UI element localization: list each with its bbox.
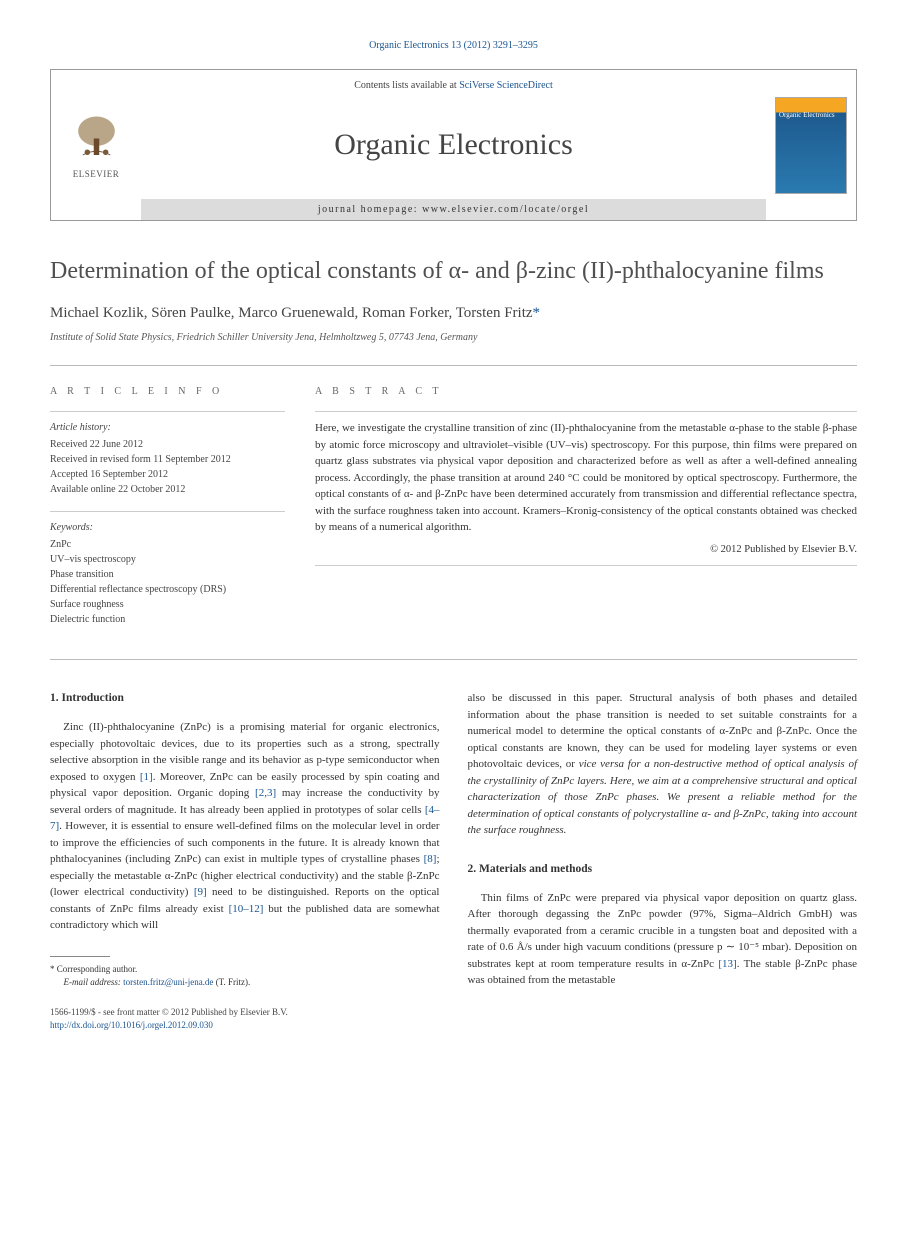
keywords-label: Keywords: [50, 520, 285, 535]
footnote-divider [50, 956, 110, 957]
contents-available: Contents lists available at SciVerse Sci… [354, 80, 553, 91]
journal-header: ELSEVIER Contents lists available at Sci… [50, 69, 857, 221]
history-online: Available online 22 October 2012 [50, 482, 285, 497]
journal-title: Organic Electronics [334, 128, 573, 162]
intro-continuation: also be discussed in this paper. Structu… [468, 690, 858, 839]
methods-paragraph: Thin films of ZnPc were prepared via phy… [468, 890, 858, 989]
article-title: Determination of the optical constants o… [50, 256, 857, 287]
homepage-bar: journal homepage: www.elsevier.com/locat… [141, 199, 766, 220]
footnote-area: * Corresponding author. E-mail address: … [50, 956, 440, 990]
contents-prefix: Contents lists available at [354, 80, 459, 91]
info-divider-1 [50, 411, 285, 412]
history-label: Article history: [50, 420, 285, 435]
homepage-label: journal homepage: [318, 204, 422, 215]
elsevier-tree-icon [69, 111, 124, 166]
ref-9[interactable]: [9] [194, 886, 207, 898]
journal-cover: Organic Electronics [766, 70, 856, 220]
keyword-2: UV–vis spectroscopy [50, 552, 285, 567]
body-column-left: 1. Introduction Zinc (II)-phthalocyanine… [50, 690, 440, 1031]
info-heading: A R T I C L E I N F O [50, 384, 285, 399]
abstract-column: A B S T R A C T Here, we investigate the… [315, 384, 857, 641]
citation: Organic Electronics 13 (2012) 3291–3295 [50, 40, 857, 51]
body-text: 1. Introduction Zinc (II)-phthalocyanine… [50, 690, 857, 1031]
history-received: Received 22 June 2012 [50, 437, 285, 452]
publisher-name: ELSEVIER [73, 169, 120, 179]
homepage-url[interactable]: www.elsevier.com/locate/orgel [422, 204, 589, 215]
abstract-heading: A B S T R A C T [315, 384, 857, 399]
sciencedirect-link[interactable]: SciVerse ScienceDirect [459, 80, 553, 91]
copyright: © 2012 Published by Elsevier B.V. [315, 542, 857, 558]
ref-13[interactable]: [13] [718, 958, 736, 970]
history-accepted: Accepted 16 September 2012 [50, 467, 285, 482]
authors: Michael Kozlik, Sören Paulke, Marco Grue… [50, 305, 857, 322]
ref-2-3[interactable]: [2,3] [255, 787, 276, 799]
section-introduction: 1. Introduction [50, 690, 440, 707]
keyword-6: Dielectric function [50, 612, 285, 627]
ref-10-12[interactable]: [10–12] [229, 903, 264, 915]
ref-1[interactable]: [1] [140, 771, 153, 783]
corresponding-mark: * [533, 305, 541, 321]
email-suffix: (T. Fritz). [213, 977, 250, 987]
intro-text-1d: . However, it is essential to ensure wel… [50, 820, 440, 865]
abstract-divider-bottom [315, 565, 857, 566]
history-revised: Received in revised form 11 September 20… [50, 452, 285, 467]
bottom-matter: 1566-1199/$ - see front matter © 2012 Pu… [50, 1006, 440, 1031]
abstract-text: Here, we investigate the crystalline tra… [315, 420, 857, 536]
corresponding-author: * Corresponding author. [50, 963, 440, 977]
section-methods: 2. Materials and methods [468, 861, 858, 878]
divider-bottom [50, 659, 857, 660]
affiliation: Institute of Solid State Physics, Friedr… [50, 332, 857, 343]
authors-list: Michael Kozlik, Sören Paulke, Marco Grue… [50, 305, 533, 321]
keyword-3: Phase transition [50, 567, 285, 582]
front-matter-line: 1566-1199/$ - see front matter © 2012 Pu… [50, 1006, 440, 1019]
keyword-5: Surface roughness [50, 597, 285, 612]
intro-paragraph: Zinc (II)-phthalocyanine (ZnPc) is a pro… [50, 719, 440, 934]
keyword-1: ZnPc [50, 537, 285, 552]
abstract-divider [315, 411, 857, 412]
cover-text: Organic Electronics [779, 112, 835, 120]
keyword-4: Differential reflectance spectroscopy (D… [50, 582, 285, 597]
ref-8[interactable]: [8] [424, 853, 437, 865]
doi-link[interactable]: http://dx.doi.org/10.1016/j.orgel.2012.0… [50, 1020, 213, 1030]
publisher-logo: ELSEVIER [51, 70, 141, 220]
article-info-column: A R T I C L E I N F O Article history: R… [50, 384, 285, 641]
email-link[interactable]: torsten.fritz@uni-jena.de [123, 977, 213, 987]
email-label: E-mail address: [64, 977, 124, 987]
info-divider-2 [50, 511, 285, 512]
email-line: E-mail address: torsten.fritz@uni-jena.d… [50, 976, 440, 990]
body-column-right: also be discussed in this paper. Structu… [468, 690, 858, 1031]
